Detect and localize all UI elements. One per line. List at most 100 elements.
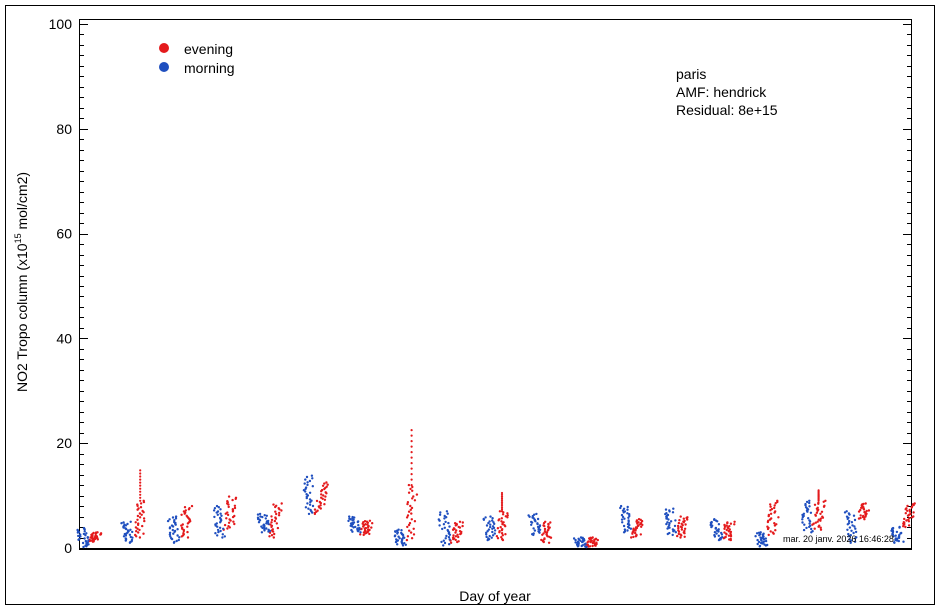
data-point-evening [139, 469, 142, 472]
data-point-evening [683, 535, 686, 538]
data-point-morning [808, 522, 811, 525]
data-point-evening [410, 445, 413, 448]
data-point-evening [139, 490, 142, 493]
legend-label-evening: evening [184, 41, 233, 57]
data-point-morning [358, 528, 361, 531]
data-point-evening [449, 541, 453, 544]
data-point-evening [368, 532, 371, 536]
data-point-evening [677, 521, 681, 525]
data-point-evening [816, 506, 819, 509]
data-point-morning [485, 531, 488, 534]
data-point-evening [678, 519, 681, 522]
data-point-evening [504, 515, 507, 518]
data-point-morning [310, 474, 314, 477]
data-point-morning [804, 502, 807, 506]
data-point-evening [324, 495, 327, 498]
data-point-evening [278, 511, 281, 515]
data-point-evening [679, 525, 682, 528]
data-point-morning [403, 542, 406, 545]
data-point-evening [454, 538, 457, 542]
data-point-evening [500, 532, 504, 535]
data-point-morning [82, 526, 86, 530]
data-point-evening [500, 491, 504, 495]
data-point-evening [591, 536, 594, 539]
data-point-morning [306, 502, 309, 505]
data-point-evening [410, 518, 413, 521]
data-point-morning [219, 508, 222, 511]
data-point-morning [755, 532, 759, 535]
data-point-morning [437, 518, 440, 521]
data-point-evening [817, 518, 820, 521]
data-point-morning [122, 535, 126, 538]
data-point-morning [714, 526, 718, 530]
data-point-morning [574, 541, 577, 544]
data-point-evening [862, 514, 865, 518]
data-point-morning [487, 521, 490, 525]
data-point-morning [804, 506, 808, 509]
data-point-evening [676, 534, 679, 538]
data-point-evening [500, 499, 504, 502]
data-point-morning [215, 504, 219, 508]
data-point-morning [359, 531, 362, 534]
data-point-evening [180, 526, 184, 529]
data-point-evening [406, 502, 409, 506]
data-point-evening [502, 521, 505, 524]
data-point-morning [124, 537, 127, 540]
data-point-evening [406, 514, 410, 517]
data-point-morning [627, 522, 630, 525]
data-point-morning [309, 508, 312, 512]
data-point-evening [817, 501, 820, 504]
data-point-morning [626, 508, 629, 511]
data-point-evening [726, 526, 729, 529]
data-point-morning [673, 524, 677, 528]
data-point-evening [268, 535, 271, 538]
data-point-evening [498, 518, 501, 521]
data-point-evening [506, 512, 509, 515]
data-point-evening [453, 522, 457, 525]
data-point-morning [354, 525, 357, 529]
data-point-evening [326, 483, 329, 486]
data-point-evening [819, 528, 823, 531]
data-point-morning [487, 528, 491, 531]
data-point-evening [816, 520, 819, 523]
data-point-evening [543, 530, 547, 533]
data-point-evening [543, 527, 547, 531]
data-point-evening [682, 517, 685, 520]
data-point-evening [413, 520, 417, 523]
data-point-evening [136, 514, 140, 518]
data-point-morning [845, 515, 849, 518]
data-point-evening [498, 530, 501, 533]
data-point-morning [629, 527, 633, 530]
data-point-evening [542, 524, 545, 527]
data-point-evening [456, 533, 459, 536]
data-point-evening [908, 516, 911, 520]
data-point-evening [182, 532, 185, 535]
data-point-morning [759, 531, 762, 534]
data-point-morning [713, 533, 716, 537]
data-point-morning [304, 486, 308, 489]
data-point-evening [319, 504, 322, 507]
data-point-evening [815, 511, 819, 514]
data-point-evening [280, 502, 283, 505]
annotation-line-1: paris [676, 66, 706, 82]
data-point-morning [626, 525, 630, 529]
data-point-evening [773, 522, 776, 525]
data-point-evening [679, 536, 682, 539]
data-point-morning [668, 509, 671, 512]
data-point-morning [572, 537, 576, 540]
data-point-morning [216, 510, 220, 513]
data-point-morning [171, 516, 175, 519]
data-point-evening [725, 524, 728, 527]
data-point-morning [304, 506, 308, 509]
data-point-morning [77, 534, 80, 538]
data-point-morning [721, 536, 724, 539]
data-point-morning [347, 519, 350, 523]
data-point-morning [671, 511, 675, 514]
data-point-evening [180, 513, 183, 516]
data-point-evening [767, 513, 771, 517]
data-point-morning [302, 489, 306, 492]
data-point-evening [324, 491, 327, 494]
data-point-morning [221, 533, 224, 536]
data-point-morning [447, 536, 451, 539]
data-point-morning [442, 539, 445, 542]
